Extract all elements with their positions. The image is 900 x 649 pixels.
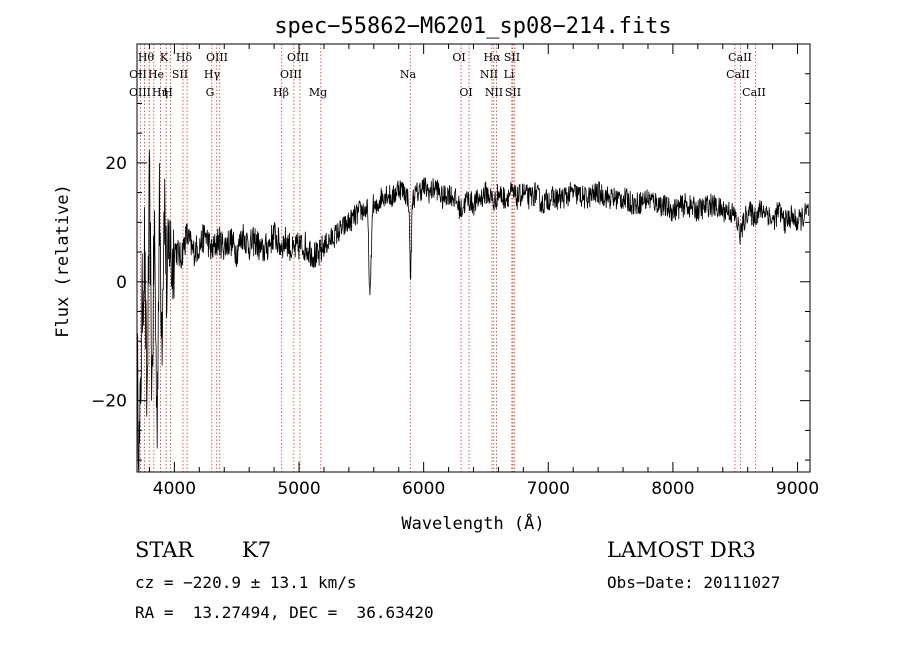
line-label: Hβ <box>273 86 289 99</box>
x-tick-label: 4000 <box>153 479 196 499</box>
line-label: Na <box>400 68 417 81</box>
sky-coordinates: RA = 13.27494, DEC = 36.63420 <box>135 603 434 622</box>
y-tick-label: 0 <box>116 273 127 293</box>
line-label: SII <box>172 68 188 81</box>
line-label: Mg <box>309 86 327 99</box>
line-label: OII <box>129 68 147 81</box>
line-label: CaII <box>728 51 752 64</box>
x-tick-label: 9000 <box>776 479 819 499</box>
spectral-line-markers <box>139 44 756 472</box>
x-tick-label: 6000 <box>402 479 445 499</box>
flux-line <box>136 149 809 473</box>
line-label: CaII <box>742 86 766 99</box>
y-axis-label: Flux (relative) <box>53 184 73 338</box>
line-label: NII <box>480 68 498 81</box>
observation-date: Obs−Date: 20111027 <box>607 573 781 592</box>
object-type: STAR <box>135 538 194 562</box>
line-label: OIII <box>206 51 228 64</box>
line-label: OIII <box>287 51 309 64</box>
line-label: OI <box>452 51 465 64</box>
line-label: G <box>206 86 215 99</box>
y-tick-label: −20 <box>91 392 127 412</box>
line-label: Hγ <box>204 68 221 81</box>
line-label: Li <box>504 68 515 81</box>
line-label: Hδ <box>176 51 193 64</box>
line-label: CaII <box>726 68 750 81</box>
x-axis-label: Wavelength (Å) <box>401 512 544 534</box>
line-label: He <box>148 68 164 81</box>
line-label: OI <box>459 86 472 99</box>
line-label: SII <box>504 51 520 64</box>
redshift-readout: cz = −220.9 ± 13.1 km/s <box>135 573 357 592</box>
line-label: Hα <box>483 51 501 64</box>
line-label: NII <box>485 86 503 99</box>
line-label: OIII <box>280 68 302 81</box>
x-tick-label: 7000 <box>527 479 570 499</box>
y-axis: −20 0 20 <box>91 43 810 461</box>
line-label: H <box>163 86 173 99</box>
line-label: OIII <box>129 86 151 99</box>
object-subclass: K7 <box>242 538 272 562</box>
y-tick-label: 20 <box>105 154 127 174</box>
line-label: SII <box>505 86 521 99</box>
line-label: K <box>160 51 169 64</box>
x-axis: 4000 5000 6000 7000 8000 9000 <box>148 44 819 499</box>
x-tick-label: 8000 <box>651 479 694 499</box>
survey-name: LAMOST DR3 <box>607 538 756 562</box>
chart-title: spec−55862−M6201_sp08−214.fits <box>274 14 671 39</box>
x-tick-label: 5000 <box>277 479 320 499</box>
flux-series <box>136 149 809 473</box>
line-label: Hθ <box>138 51 155 64</box>
line-label: Hη <box>152 86 168 99</box>
